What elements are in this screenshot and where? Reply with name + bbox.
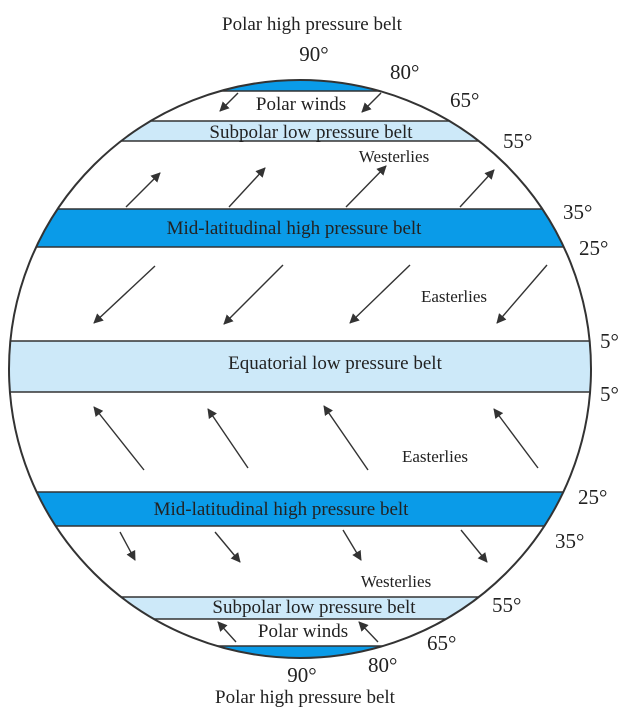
easterly-arrow (496, 264, 548, 324)
degree-80-south: 80° (368, 653, 397, 677)
westerly-arrow (342, 529, 362, 561)
equatorial-low-belt (9, 341, 591, 392)
degree-25-north: 25° (579, 236, 608, 260)
polar-wind-arrow (217, 621, 237, 643)
degree-65-south: 65° (427, 631, 456, 655)
degree-55-north: 55° (503, 129, 532, 153)
westerly-arrow (459, 169, 495, 208)
degree-5-south: 5° (600, 382, 619, 406)
degree-25-south: 25° (578, 485, 607, 509)
westerly-arrow (460, 529, 488, 563)
westerlies-label-south: Westerlies (361, 572, 431, 591)
mid-belt-label-south: Mid-latitudinal high pressure belt (154, 499, 410, 520)
polar-winds-label-north: Polar winds (256, 94, 346, 115)
mid-latitude-high-belt-north (9, 209, 591, 247)
easterlies-label-north: Easterlies (421, 287, 487, 306)
polar-wind-arrow (361, 92, 382, 113)
degree-35-north: 35° (563, 200, 592, 224)
westerly-arrow (214, 531, 241, 563)
easterly-arrow (207, 408, 249, 469)
degree-55-south: 55° (492, 593, 521, 617)
globe-outline (8, 79, 592, 659)
mid-latitude-high-belt-south (9, 492, 591, 526)
polar-wind-arrow (358, 621, 379, 643)
wind-arrows (93, 92, 548, 643)
subpolar-low-belt-south (9, 597, 591, 619)
pole-degree-north: 90° (299, 42, 328, 66)
easterly-arrow (323, 405, 369, 471)
westerly-arrow (228, 167, 266, 208)
easterly-arrow (93, 265, 156, 324)
polar-winds-label-south: Polar winds (258, 621, 348, 642)
degree-35-south: 35° (555, 529, 584, 553)
mid-belt-label-north: Mid-latitudinal high pressure belt (167, 218, 423, 239)
polar-wind-arrow (219, 92, 239, 112)
westerly-arrow (125, 172, 161, 208)
subpolar-belt-label-north: Subpolar low pressure belt (209, 122, 413, 143)
subpolar-belt-label-south: Subpolar low pressure belt (212, 597, 416, 618)
westerlies-label-north: Westerlies (359, 147, 429, 166)
equatorial-belt-label: Equatorial low pressure belt (228, 353, 442, 374)
polar-high-title-north: Polar high pressure belt (222, 14, 403, 35)
easterly-arrow (93, 406, 145, 471)
easterly-arrow (493, 408, 539, 469)
degree-5-north: 5° (600, 329, 619, 353)
easterlies-label-south: Easterlies (402, 447, 468, 466)
pole-degree-south: 90° (287, 663, 316, 687)
easterly-arrow (223, 264, 284, 325)
polar-high-title-south: Polar high pressure belt (215, 687, 396, 708)
degree-80-north: 80° (390, 60, 419, 84)
subpolar-low-belt-north (9, 121, 591, 141)
easterly-arrow (349, 264, 411, 324)
westerly-arrow (119, 531, 136, 561)
polar-high-belt-north (9, 80, 591, 91)
westerly-arrow (345, 165, 387, 208)
degree-65-north: 65° (450, 88, 479, 112)
